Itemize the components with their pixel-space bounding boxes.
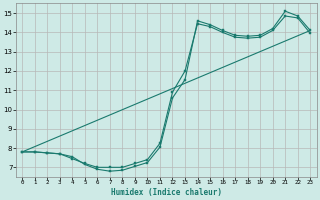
X-axis label: Humidex (Indice chaleur): Humidex (Indice chaleur)	[111, 188, 222, 197]
